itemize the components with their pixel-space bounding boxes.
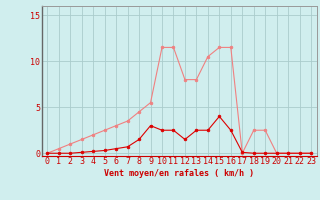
X-axis label: Vent moyen/en rafales ( km/h ): Vent moyen/en rafales ( km/h ) — [104, 169, 254, 178]
